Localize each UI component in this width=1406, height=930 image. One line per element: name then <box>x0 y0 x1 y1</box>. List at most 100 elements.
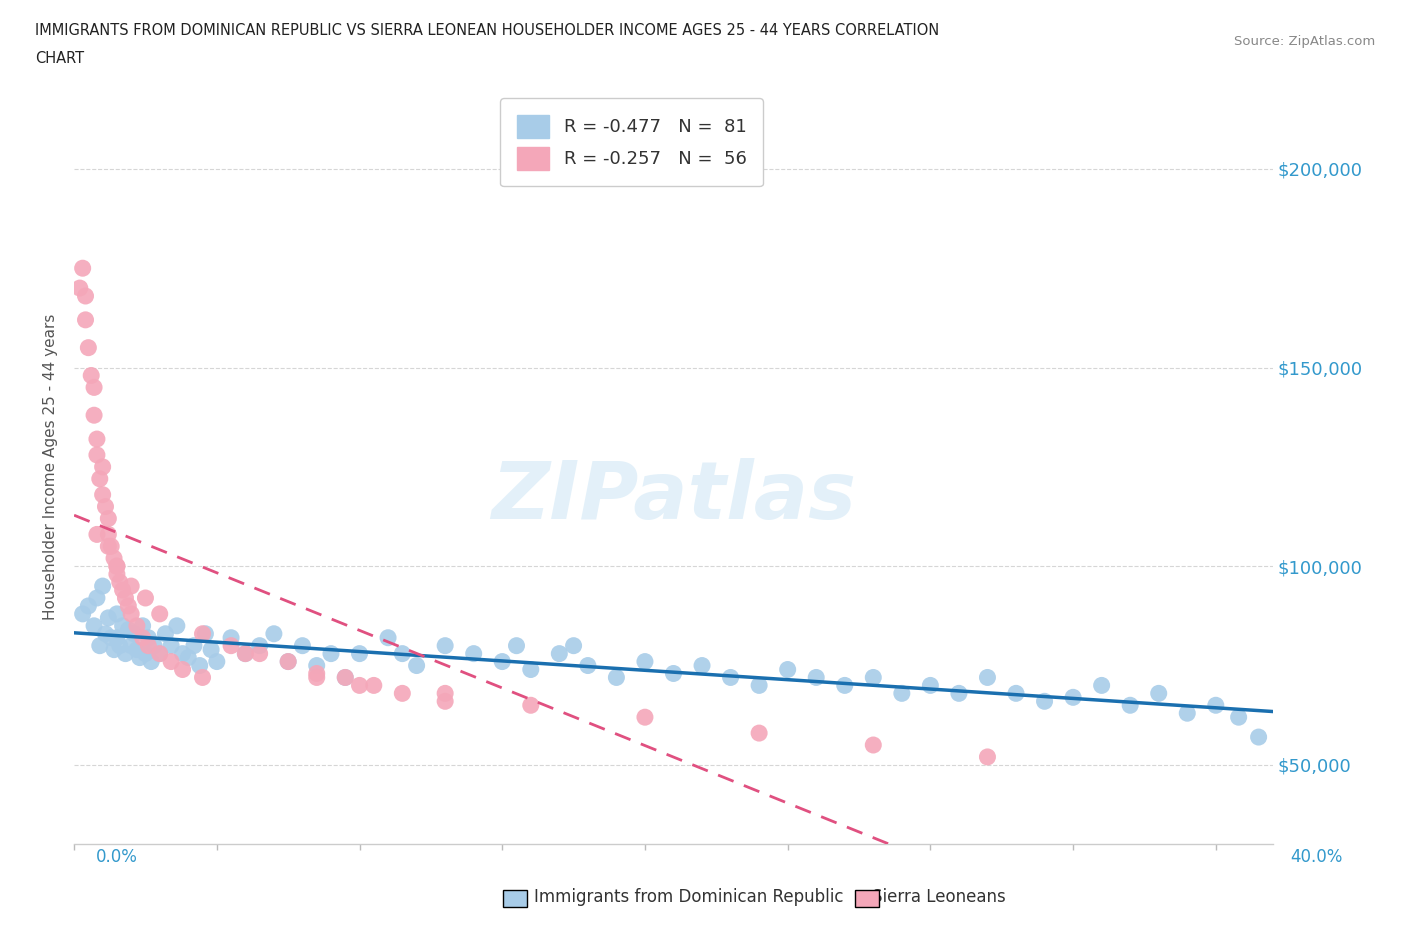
Point <box>662 666 685 681</box>
Point <box>434 694 457 709</box>
Point <box>75 288 97 303</box>
Point <box>97 610 120 625</box>
Point <box>1005 686 1028 701</box>
Point <box>131 631 153 645</box>
Point <box>690 658 713 673</box>
Point <box>72 606 94 621</box>
Point <box>149 606 172 621</box>
Y-axis label: Householder Income Ages 25 - 44 years: Householder Income Ages 25 - 44 years <box>44 313 58 620</box>
Point <box>634 654 657 669</box>
Point <box>77 340 100 355</box>
Point <box>103 551 125 565</box>
Point <box>75 312 97 327</box>
Point <box>105 631 128 645</box>
Point <box>105 606 128 621</box>
Point <box>349 678 371 693</box>
Point <box>277 654 299 669</box>
Point <box>136 638 159 653</box>
Point <box>219 631 242 645</box>
Point <box>134 646 156 661</box>
Point <box>776 662 799 677</box>
Point <box>748 678 770 693</box>
Point <box>120 578 142 593</box>
Point <box>305 666 328 681</box>
Point <box>72 260 94 275</box>
Point <box>114 646 136 661</box>
Point <box>1091 678 1114 693</box>
Point <box>86 527 108 542</box>
Point <box>83 407 105 422</box>
Point <box>263 626 285 641</box>
Point <box>86 447 108 462</box>
Text: CHART: CHART <box>35 51 84 66</box>
Point <box>200 643 222 658</box>
Point <box>834 678 856 693</box>
Point <box>114 591 136 605</box>
Point <box>183 638 205 653</box>
Point <box>97 527 120 542</box>
Point <box>548 646 571 661</box>
Point <box>1227 710 1250 724</box>
Point <box>219 638 242 653</box>
Point <box>335 670 357 684</box>
Text: Source: ZipAtlas.com: Source: ZipAtlas.com <box>1234 35 1375 48</box>
Point <box>155 626 177 641</box>
Point <box>634 710 657 724</box>
Point <box>100 538 122 553</box>
Point <box>391 646 413 661</box>
Point <box>1147 686 1170 701</box>
Point <box>83 618 105 633</box>
Point <box>191 626 214 641</box>
Text: 40.0%: 40.0% <box>1291 848 1343 867</box>
Point <box>172 646 194 661</box>
Point <box>862 737 884 752</box>
Point <box>91 459 114 474</box>
Point <box>103 643 125 658</box>
Point <box>305 670 328 684</box>
Point <box>125 643 148 658</box>
Point <box>434 638 457 653</box>
Text: 0.0%: 0.0% <box>96 848 138 867</box>
Point <box>120 638 142 653</box>
Text: Immigrants from Dominican Republic: Immigrants from Dominican Republic <box>534 888 844 907</box>
Point <box>111 582 134 597</box>
Point <box>505 638 527 653</box>
Text: Sierra Leoneans: Sierra Leoneans <box>872 888 1005 907</box>
Point <box>1205 698 1227 712</box>
Point <box>105 559 128 574</box>
Legend: R = -0.477   N =  81, R = -0.257   N =  56: R = -0.477 N = 81, R = -0.257 N = 56 <box>501 99 762 186</box>
Point <box>890 686 912 701</box>
Point <box>520 662 543 677</box>
Point <box>188 658 211 673</box>
Point <box>97 538 120 553</box>
Point <box>117 599 139 614</box>
Point <box>291 638 314 653</box>
Point <box>120 606 142 621</box>
Point <box>235 646 257 661</box>
Point <box>89 472 111 486</box>
Point <box>191 670 214 684</box>
Point <box>83 380 105 395</box>
Point <box>305 658 328 673</box>
Point <box>349 646 371 661</box>
Point <box>249 646 271 661</box>
Point <box>125 618 148 633</box>
Point <box>69 281 91 296</box>
Point <box>108 575 131 590</box>
Point <box>86 432 108 446</box>
Point <box>100 631 122 645</box>
Point <box>434 686 457 701</box>
Point <box>80 368 103 383</box>
Point <box>117 622 139 637</box>
Point <box>335 670 357 684</box>
Point <box>172 662 194 677</box>
Point <box>86 591 108 605</box>
Point <box>1033 694 1056 709</box>
Point <box>105 559 128 574</box>
Point <box>111 618 134 633</box>
Point <box>160 638 183 653</box>
Point <box>862 670 884 684</box>
Point <box>94 499 117 514</box>
Point <box>562 638 585 653</box>
Point <box>391 686 413 701</box>
